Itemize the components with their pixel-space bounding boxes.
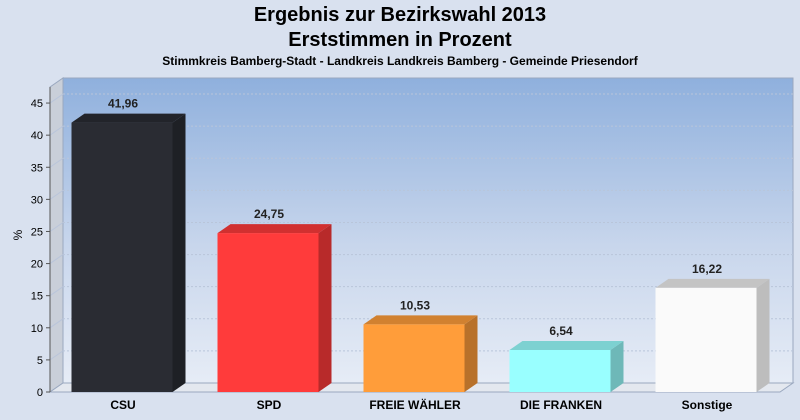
bar: [509, 350, 611, 392]
y-tick-label: 30: [31, 194, 43, 206]
bar-top: [71, 113, 186, 123]
x-tick-label: Sonstige: [682, 398, 733, 412]
bar-side: [318, 224, 332, 392]
bar-top: [509, 341, 624, 351]
y-tick-label: 15: [31, 291, 43, 303]
y-tick-label: 20: [31, 259, 43, 271]
gridline-side: [49, 318, 64, 329]
data-label: 41,96: [108, 97, 138, 111]
gridline-side: [49, 93, 64, 104]
data-label: 10,53: [400, 298, 430, 312]
x-tick-label: DIE FRANKEN: [520, 398, 602, 412]
y-tick-label: 5: [37, 355, 43, 367]
data-label: 16,22: [692, 262, 722, 276]
gridline-side: [49, 222, 64, 232]
gridline-side: [49, 254, 64, 264]
bar: [71, 122, 173, 392]
bar-side: [610, 341, 624, 392]
bar-top: [217, 224, 332, 234]
y-tick-label: 10: [31, 323, 43, 335]
bar-side: [464, 315, 478, 392]
y-tick-label: 25: [31, 226, 43, 238]
bar: [217, 233, 319, 392]
y-tick-label: 35: [31, 162, 43, 174]
x-tick-label: FREIE WÄHLER: [369, 397, 461, 412]
y-axis-label: %: [11, 229, 25, 240]
gridline-side: [49, 350, 64, 361]
gridline-side: [49, 286, 64, 297]
y-tick-label: 0: [37, 387, 43, 399]
plot-side-wall: [49, 77, 64, 393]
y-tick-label: 40: [31, 130, 43, 142]
y-tick-label: 45: [31, 98, 43, 110]
bar-side: [756, 278, 770, 392]
data-label: 24,75: [254, 207, 284, 221]
bar-side: [172, 113, 186, 392]
x-tick-label: SPD: [257, 398, 282, 412]
data-label: 6,54: [549, 324, 573, 338]
bar-top: [655, 278, 770, 288]
gridline-side: [49, 157, 64, 168]
bar-top: [363, 315, 478, 325]
x-tick-label: CSU: [110, 398, 135, 412]
bar: [655, 287, 757, 392]
gridline-side: [49, 189, 64, 200]
chart-title: Ergebnis zur Bezirkswahl 2013: [253, 4, 547, 26]
gridline-side: [49, 125, 64, 136]
chart-subtitle: Erststimmen in Prozent: [288, 29, 512, 51]
chart-subtitle-location: Stimmkreis Bamberg-Stadt - Landkreis Lan…: [162, 54, 638, 68]
bar: [363, 324, 465, 392]
